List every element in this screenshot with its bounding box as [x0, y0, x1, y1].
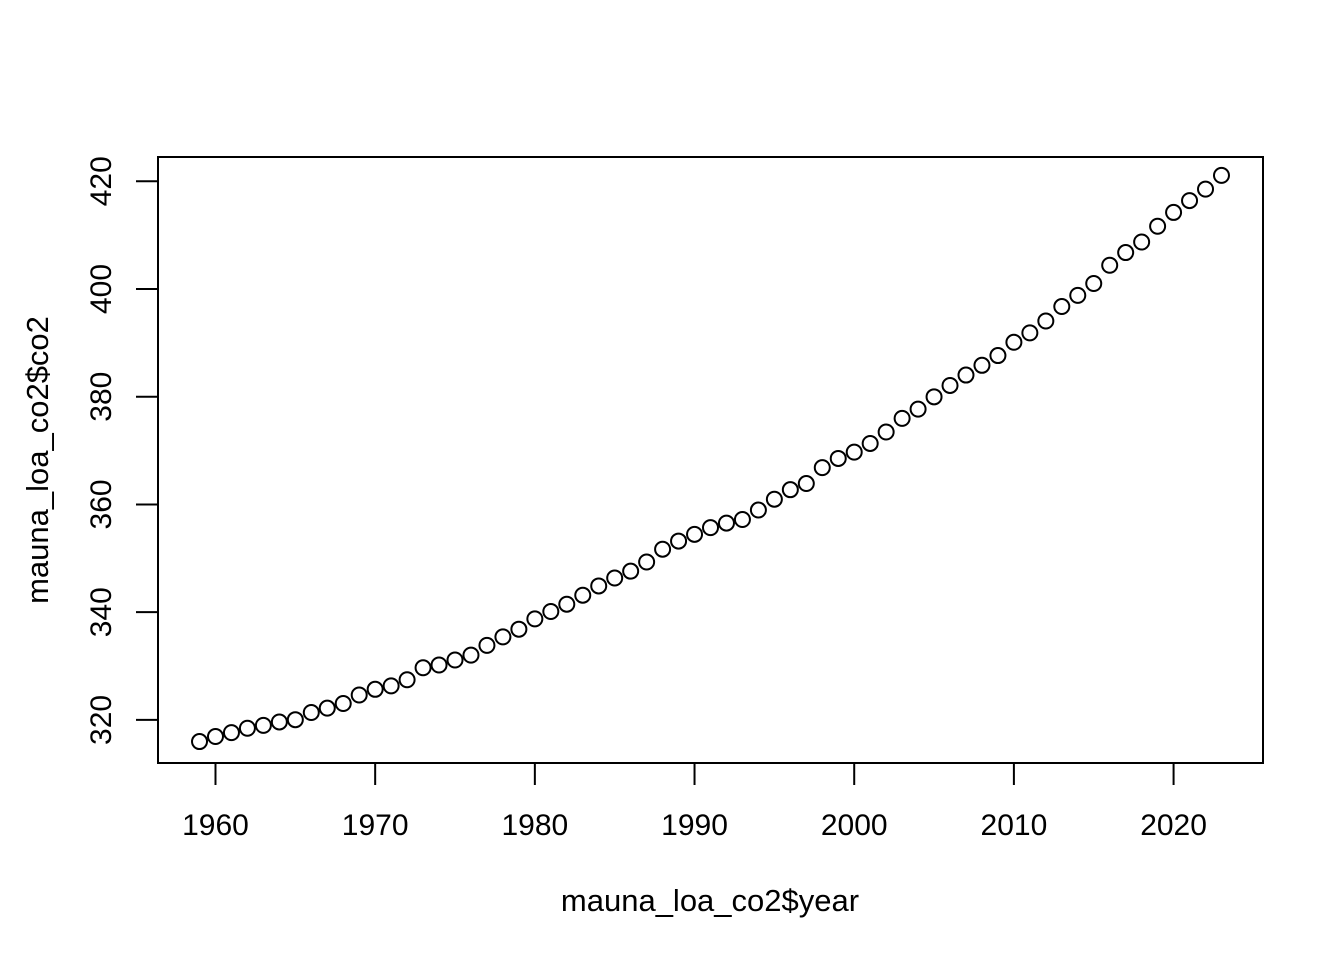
- data-point: [622, 562, 640, 580]
- data-point: [973, 356, 991, 374]
- data-point: [1021, 324, 1039, 342]
- y-tick-label: 340: [85, 587, 118, 637]
- x-tick-label: 1970: [342, 809, 409, 842]
- data-point: [318, 699, 336, 717]
- data-point: [702, 519, 719, 537]
- data-point: [1212, 166, 1230, 184]
- data-point: [797, 475, 815, 493]
- data-point: [670, 532, 688, 550]
- data-point: [829, 449, 847, 467]
- data-point: [1053, 298, 1071, 316]
- data-point: [558, 595, 576, 613]
- data-point: [654, 540, 672, 558]
- y-tick-label: 320: [85, 695, 118, 745]
- data-point: [717, 514, 735, 532]
- data-point: [1149, 217, 1167, 235]
- data-point: [206, 728, 224, 746]
- data-points: [191, 166, 1230, 751]
- data-point: [1133, 233, 1151, 251]
- x-tick-label: 1980: [501, 809, 568, 842]
- data-point: [638, 553, 656, 571]
- data-point: [446, 651, 464, 669]
- data-point: [1197, 180, 1215, 198]
- data-point: [925, 388, 943, 406]
- data-point: [1101, 256, 1119, 274]
- y-axis: 320 340 360 380 400 420: [85, 156, 159, 745]
- x-tick-label: 2010: [981, 809, 1048, 842]
- data-point: [510, 620, 528, 638]
- data-point: [302, 704, 320, 722]
- x-tick-label: 1960: [182, 809, 249, 842]
- data-point: [1037, 312, 1055, 330]
- data-point: [254, 716, 272, 734]
- data-point: [781, 481, 799, 499]
- data-point: [222, 724, 240, 742]
- data-point: [334, 694, 352, 712]
- data-point: [286, 711, 304, 729]
- data-point: [526, 610, 544, 628]
- data-point: [1165, 203, 1183, 221]
- data-point: [893, 409, 911, 427]
- data-point: [414, 659, 432, 677]
- data-point: [366, 680, 384, 698]
- data-point: [749, 501, 767, 519]
- data-point: [382, 677, 400, 695]
- data-point: [909, 400, 927, 418]
- data-point: [1117, 244, 1135, 262]
- data-point: [1005, 333, 1023, 351]
- data-point: [1069, 286, 1087, 304]
- data-point: [845, 443, 863, 461]
- data-point: [765, 490, 783, 508]
- y-tick-label: 400: [85, 264, 118, 314]
- x-tick-label: 2020: [1140, 809, 1207, 842]
- data-point: [430, 656, 448, 674]
- data-point: [733, 510, 751, 528]
- x-axis-label: mauna_loa_co2$year: [561, 883, 859, 918]
- x-tick-label: 2000: [821, 809, 888, 842]
- data-point: [813, 459, 831, 477]
- data-point: [238, 719, 256, 737]
- data-point: [606, 569, 624, 587]
- data-point: [941, 376, 959, 394]
- x-axis: 1960 1970 1980 1990 2000 2010 2020: [182, 762, 1207, 842]
- plot-frame: [157, 156, 1264, 764]
- data-point: [191, 733, 209, 751]
- data-point: [398, 671, 416, 689]
- data-point: [861, 434, 879, 452]
- data-point: [574, 586, 592, 604]
- data-point: [270, 713, 288, 731]
- data-point: [877, 423, 895, 441]
- data-point: [478, 636, 496, 654]
- data-point: [494, 628, 512, 646]
- data-point: [462, 646, 480, 664]
- data-point: [1085, 275, 1103, 293]
- data-point: [989, 347, 1007, 365]
- data-point: [350, 686, 368, 704]
- data-point: [590, 577, 608, 595]
- y-axis-label: mauna_loa_co2$co2: [20, 316, 55, 604]
- data-point: [542, 603, 560, 621]
- data-point: [686, 525, 704, 543]
- y-tick-label: 380: [85, 372, 118, 422]
- y-tick-label: 420: [85, 156, 118, 206]
- data-point: [1181, 192, 1199, 210]
- x-tick-label: 1990: [661, 809, 728, 842]
- y-tick-label: 360: [85, 479, 118, 529]
- data-point: [957, 366, 975, 384]
